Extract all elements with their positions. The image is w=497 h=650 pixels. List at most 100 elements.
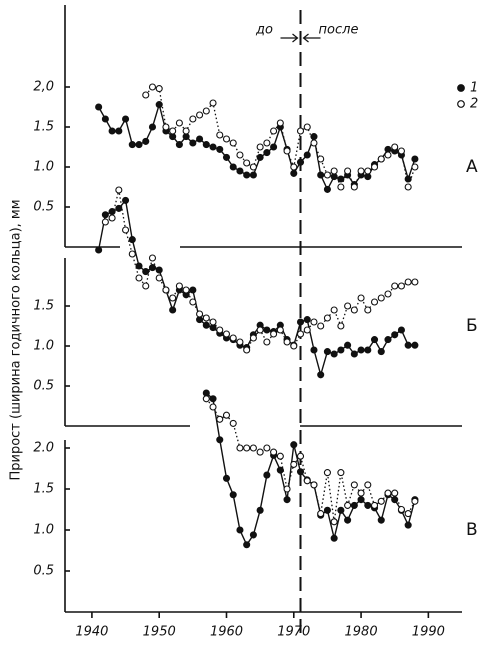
data-point [290, 163, 298, 171]
data-point [216, 131, 224, 139]
data-point [236, 338, 244, 346]
data-point [95, 246, 103, 254]
data-point [155, 101, 163, 109]
data-point [202, 321, 210, 329]
data-point [370, 298, 379, 306]
data-point [249, 444, 257, 452]
data-point [189, 139, 197, 147]
data-point [263, 471, 271, 479]
x-tick-label: 1960 [210, 625, 243, 640]
data-point [216, 145, 224, 153]
data-point [337, 322, 345, 330]
data-point [357, 496, 365, 504]
data-point [263, 326, 271, 334]
data-point [310, 481, 318, 489]
data-point [115, 204, 123, 212]
data-point [263, 139, 271, 147]
data-point [256, 448, 264, 456]
x-tick-label: 1980 [345, 625, 378, 640]
data-point [155, 85, 163, 93]
data-point [202, 107, 210, 115]
data-point [270, 330, 278, 338]
data-point [209, 318, 217, 326]
data-point [128, 236, 136, 244]
data-point [202, 141, 210, 149]
data-point [364, 481, 372, 489]
data-point [310, 133, 318, 141]
data-point [303, 477, 311, 485]
data-point [249, 163, 257, 171]
data-point [323, 171, 331, 179]
data-point [364, 346, 372, 354]
y-tick-label: 1.0 [33, 160, 54, 175]
data-point [350, 183, 358, 191]
data-point [249, 531, 257, 539]
data-point [364, 167, 372, 175]
data-point [229, 419, 237, 427]
data-point [323, 506, 331, 514]
data-point [337, 506, 345, 514]
data-point [222, 330, 231, 338]
y-tick-label: 0.5 [33, 564, 54, 579]
data-point [310, 318, 318, 326]
data-point [377, 155, 385, 163]
data-point [344, 167, 352, 175]
data-point [209, 99, 217, 107]
data-point [229, 491, 237, 499]
data-point [310, 139, 318, 147]
y-tick-label: 1.5 [33, 482, 54, 497]
data-point [296, 158, 305, 166]
data-point [256, 326, 264, 334]
data-point [397, 282, 405, 290]
data-point [189, 286, 197, 294]
data-point [357, 294, 365, 302]
data-point [330, 306, 338, 314]
data-point [175, 282, 183, 290]
data-point [196, 111, 204, 119]
data-point [296, 468, 305, 476]
data-point [344, 516, 352, 524]
data-point [243, 541, 251, 549]
data-point [229, 139, 237, 147]
data-point [148, 254, 157, 262]
x-tick-label: 1940 [75, 625, 108, 640]
data-point [182, 286, 190, 294]
data-point [330, 518, 338, 526]
data-point [196, 310, 204, 318]
data-point [323, 469, 331, 477]
data-point [189, 298, 197, 306]
data-point [256, 143, 264, 151]
before-label: до [255, 23, 273, 38]
data-point [142, 282, 150, 290]
data-point [243, 444, 251, 452]
data-point [296, 127, 305, 135]
data-point [142, 91, 150, 99]
data-point [404, 521, 412, 529]
data-point [303, 123, 311, 131]
data-point [169, 306, 177, 314]
data-point [276, 466, 284, 474]
data-point [317, 155, 325, 163]
data-point [404, 183, 412, 191]
data-point [101, 218, 109, 226]
data-point [330, 350, 338, 358]
data-point [350, 501, 358, 509]
data-point [391, 489, 399, 497]
data-point [384, 151, 392, 159]
y-tick-label: 2.0 [33, 441, 54, 456]
data-point [276, 452, 284, 460]
data-point [384, 336, 392, 344]
data-point [128, 250, 136, 258]
data-point [296, 318, 305, 326]
data-point [222, 153, 231, 161]
data-point [182, 127, 190, 135]
arrow [280, 33, 299, 43]
data-point [256, 153, 264, 161]
data-point [283, 485, 291, 493]
data-point [317, 171, 325, 179]
data-point [397, 147, 405, 155]
data-point [370, 163, 379, 171]
data-point [115, 186, 123, 194]
data-point [296, 452, 305, 460]
data-point [243, 346, 251, 354]
